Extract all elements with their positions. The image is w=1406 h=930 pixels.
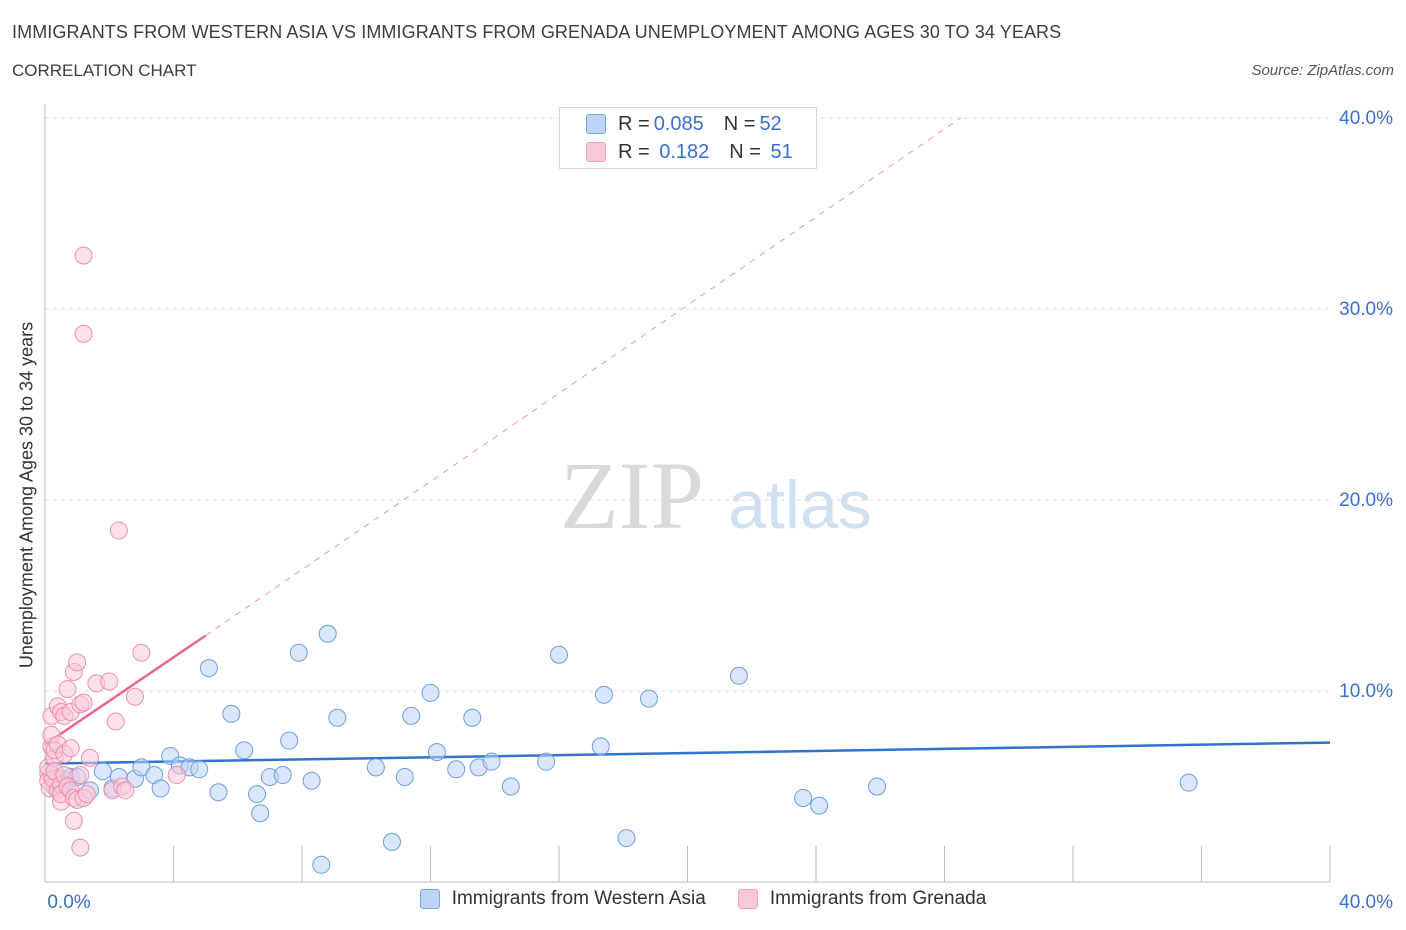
stats-legend: R = 0.085 N = 52 R = 0.182 N = 51 [559,107,817,169]
point-western-asia [868,777,887,796]
y-tick-label: 10.0% [1339,681,1393,702]
point-western-asia [209,783,228,802]
point-western-asia [248,785,267,804]
legend-item-western-asia[interactable]: Immigrants from Western Asia [419,888,706,910]
point-grenada [74,324,93,343]
point-western-asia [273,766,292,785]
point-western-asia [289,643,308,662]
point-western-asia [594,685,613,704]
trend-line-western-asia [44,741,1331,765]
point-grenada [109,521,128,540]
data-points [39,246,1198,874]
trend-line-grenada [44,634,207,746]
point-western-asia [794,788,813,807]
legend-swatch-blue [419,889,440,909]
point-western-asia [222,704,241,723]
y-tick-label: 40.0% [1339,108,1393,129]
stats-row-western-asia: R = 0.085 N = 52 [586,112,782,136]
point-grenada [80,748,99,767]
r-value: 0.182 [653,140,710,163]
r-value: 0.085 [653,112,704,135]
watermark-zip: ZIP [560,442,704,549]
point-grenada [116,781,135,800]
series-legend: Immigrants from Western Asia Immigrants … [0,888,1406,910]
point-grenada [77,785,96,804]
point-western-asia [537,752,556,771]
n-value: 52 [759,112,782,135]
n-value: 51 [764,140,793,163]
r-label: R = [618,112,650,135]
y-axis-label: Unemployment Among Ages 30 to 34 years [16,321,37,669]
gridlines [45,117,1330,692]
n-label: N = [729,140,761,163]
source-credit: Source: ZipAtlas.com [1251,62,1394,79]
point-western-asia [328,708,347,727]
x-tick-label-max: 40.0% [1339,892,1393,913]
point-western-asia [427,743,446,762]
point-western-asia [151,779,170,798]
point-grenada [68,653,87,672]
point-grenada [74,693,93,712]
point-western-asia [302,771,321,790]
point-western-asia [591,737,610,756]
point-western-asia [199,659,218,678]
point-western-asia [463,708,482,727]
point-grenada [71,838,90,857]
point-western-asia [318,624,337,643]
point-grenada [74,246,93,265]
point-western-asia [1179,773,1198,792]
point-grenada [167,766,186,785]
watermark-atlas: atlas [728,467,872,543]
legend-swatch-pink [586,142,606,162]
legend-swatch-blue [586,114,606,134]
point-western-asia [402,706,421,725]
point-western-asia [190,760,209,779]
point-western-asia [93,762,112,781]
point-western-asia [447,760,466,779]
point-grenada [106,712,125,731]
x-tick-label-min: 0.0% [47,892,90,913]
point-grenada [100,672,119,691]
point-western-asia [729,666,748,685]
point-grenada [64,811,83,830]
y-tick-label: 20.0% [1339,490,1393,511]
point-grenada [71,766,90,785]
point-western-asia [366,758,385,777]
point-grenada [58,680,77,699]
point-western-asia [235,741,254,760]
point-western-asia [482,752,501,771]
legend-swatch-pink [737,889,758,909]
point-western-asia [550,645,568,664]
tick-labels: 10.0% 20.0% 30.0% 40.0% 0.0% 40.0% [47,108,1393,913]
legend-item-grenada[interactable]: Immigrants from Grenada [737,888,987,910]
stats-row-grenada: R = 0.182 N = 51 [586,140,793,164]
r-label: R = [618,140,650,163]
point-western-asia [312,855,331,874]
point-western-asia [501,777,520,796]
n-label: N = [723,112,756,135]
chart-subtitle: CORRELATION CHART [12,61,197,80]
point-western-asia [639,689,658,708]
point-grenada [125,687,144,706]
y-tick-label: 30.0% [1339,299,1393,320]
watermark: ZIP atlas [560,442,872,549]
legend-label-western-asia: Immigrants from Western Asia [451,888,706,909]
point-grenada [61,739,80,758]
point-western-asia [382,832,401,851]
chart-title: IMMIGRANTS FROM WESTERN ASIA VS IMMIGRAN… [12,22,1062,42]
point-western-asia [810,796,829,815]
point-western-asia [421,683,440,702]
point-western-asia [280,731,299,750]
trend-line-grenada-extended [205,117,961,637]
point-western-asia [251,804,270,823]
point-western-asia [617,829,636,848]
point-western-asia [395,767,414,786]
legend-label-grenada: Immigrants from Grenada [769,888,987,909]
point-grenada [132,643,151,662]
trend-lines [44,117,1331,765]
